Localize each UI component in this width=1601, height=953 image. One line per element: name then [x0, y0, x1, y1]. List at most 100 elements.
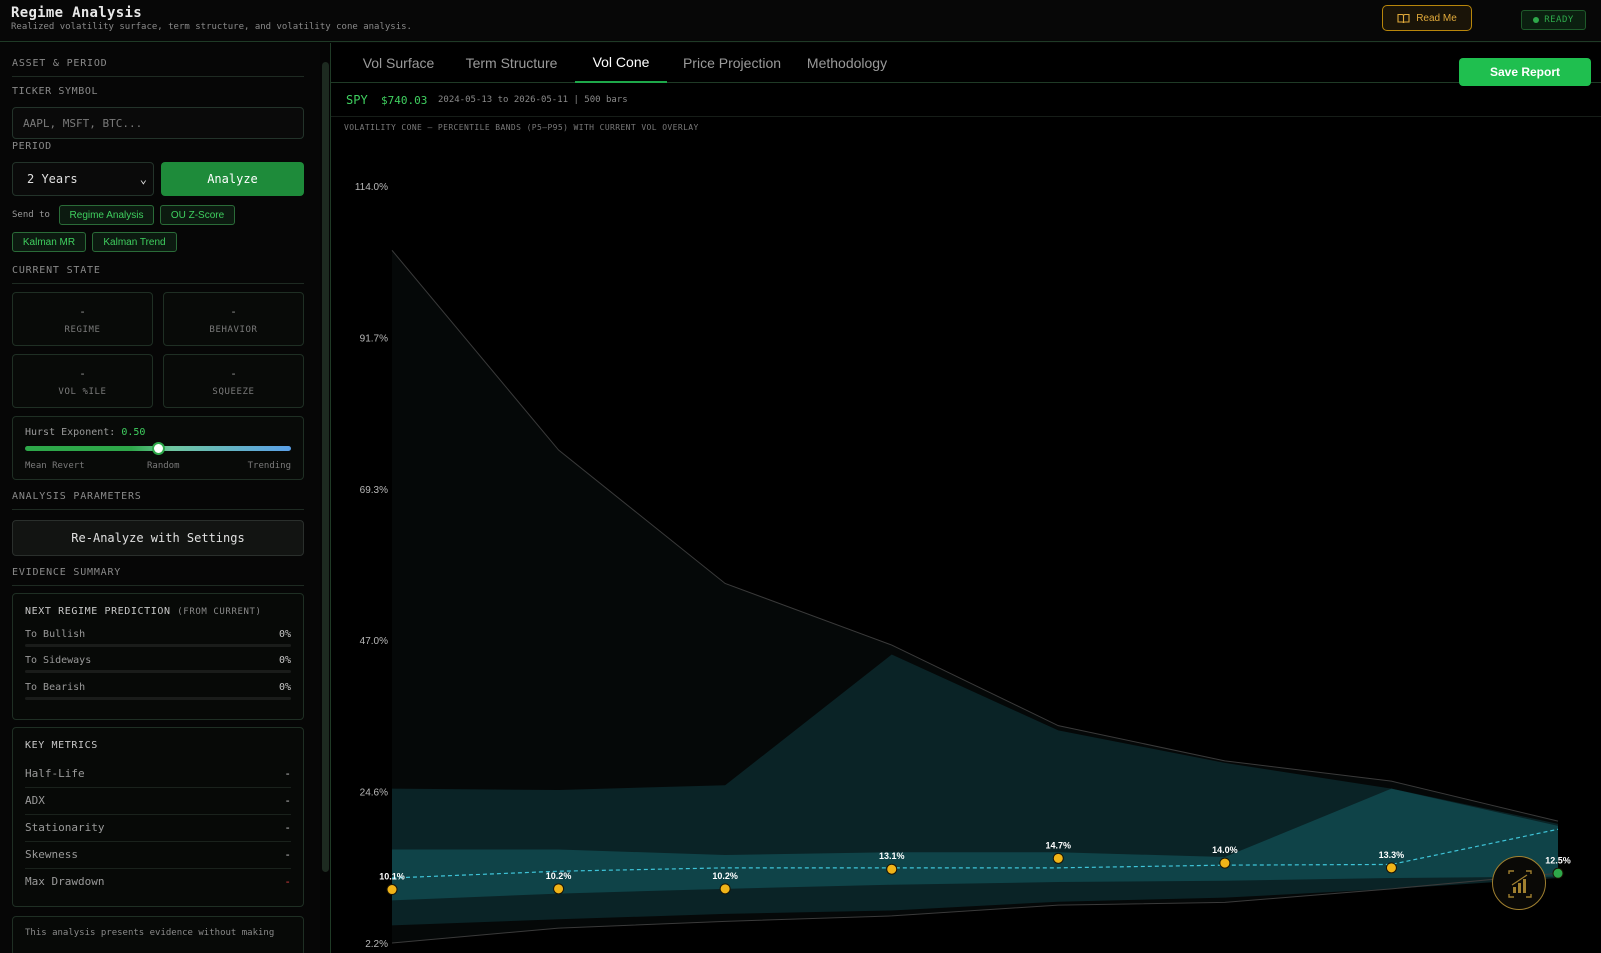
send-to-kalman-mr[interactable]: Kalman MR — [12, 232, 86, 252]
ticker-label: TICKER SYMBOL — [12, 86, 99, 97]
state-value: - — [79, 367, 86, 380]
metric-adx: ADX - — [25, 789, 291, 815]
hurst-scale-mid: Random — [147, 461, 180, 471]
disclaimer-text: This analysis presents evidence without … — [25, 928, 275, 938]
read-me-button[interactable]: Read Me — [1382, 5, 1472, 31]
current-vol-point — [1385, 862, 1397, 874]
tab-price-projection[interactable]: Price Projection — [682, 55, 782, 71]
current-vol-point — [1552, 867, 1564, 879]
chart-logo — [1492, 856, 1546, 910]
band-p25-p75 — [392, 788, 1558, 901]
state-label: VOL %ILE — [58, 387, 107, 397]
hurst-scale-low: Mean Revert — [25, 461, 85, 471]
current-vol-label: 10.2% — [546, 871, 572, 881]
sidebar: ASSET & PERIOD TICKER SYMBOL PERIOD 2 Ye… — [0, 43, 320, 953]
analyze-button[interactable]: Analyze — [161, 162, 304, 196]
tab-bar: Vol Surface Term Structure Vol Cone Pric… — [331, 43, 1601, 83]
divider — [12, 585, 304, 586]
ticker-input[interactable] — [12, 107, 304, 139]
book-icon — [1397, 13, 1410, 23]
read-me-label: Read Me — [1416, 12, 1457, 24]
current-vol-label: 12.5% — [1545, 855, 1571, 865]
divider — [12, 283, 304, 284]
section-evidence-summary: EVIDENCE SUMMARY — [12, 567, 122, 578]
prediction-bar — [25, 670, 291, 673]
hurst-scale-high: Trending — [247, 461, 291, 471]
reanalyze-button[interactable]: Re-Analyze with Settings — [12, 520, 304, 556]
metric-value: - — [284, 875, 291, 888]
current-vol-label: 13.3% — [1379, 850, 1405, 860]
prediction-value: 0% — [278, 655, 291, 666]
section-asset-period: ASSET & PERIOD — [12, 58, 108, 69]
key-metrics-title: KEY METRICS — [25, 740, 98, 751]
app-header: Regime Analysis Realized volatility surf… — [0, 0, 1601, 42]
metric-value: - — [284, 848, 291, 861]
main-panel: Vol Surface Term Structure Vol Cone Pric… — [330, 43, 1601, 953]
period-value: 2 Years — [27, 172, 78, 186]
info-ticker: SPY — [346, 93, 368, 107]
prediction-title: NEXT REGIME PREDICTION (FROM CURRENT) — [25, 606, 262, 617]
tab-methodology[interactable]: Methodology — [806, 55, 888, 71]
prediction-row-bearish: To Bearish 0% — [25, 682, 291, 700]
hurst-label: Hurst Exponent: 0.50 — [25, 427, 145, 438]
current-vol-label: 13.1% — [879, 851, 905, 861]
max-line — [391, 250, 1559, 822]
state-card-regime: - REGIME — [12, 292, 153, 346]
save-report-button[interactable]: Save Report — [1459, 58, 1591, 86]
hurst-slider-knob — [152, 442, 165, 455]
prediction-value: 0% — [278, 682, 291, 693]
current-vol-point — [886, 863, 898, 875]
info-price: $740.03 — [381, 94, 428, 107]
y-tick-label: 69.3% — [360, 485, 388, 496]
state-card-squeeze: - SQUEEZE — [163, 354, 304, 408]
current-vol-point — [553, 883, 565, 895]
divider — [12, 509, 304, 510]
sidebar-scroll-thumb[interactable] — [322, 62, 329, 872]
metric-value: - — [284, 767, 291, 780]
current-vol-label: 14.7% — [1046, 840, 1072, 850]
y-tick-label: 91.7% — [360, 333, 388, 344]
metric-max-drawdown: Max Drawdown - — [25, 870, 291, 896]
y-tick-label: 24.6% — [360, 788, 388, 799]
current-vol-label: 10.1% — [379, 872, 405, 882]
metric-label: Half-Life — [25, 767, 85, 780]
y-tick-label: 114.0% — [355, 182, 388, 193]
state-card-vol-percentile: - VOL %ILE — [12, 354, 153, 408]
tab-term-structure[interactable]: Term Structure — [465, 55, 558, 71]
metric-label: Skewness — [25, 848, 78, 861]
state-label: REGIME — [64, 325, 101, 335]
send-to-regime-analysis[interactable]: Regime Analysis — [59, 205, 154, 225]
state-value: - — [230, 305, 237, 318]
info-bar: SPY $740.03 2024-05-13 to 2026-05-11 | 5… — [331, 84, 1601, 117]
send-to-ou-zscore[interactable]: OU Z-Score — [160, 205, 235, 225]
hurst-card: Hurst Exponent: 0.50 Mean Revert Random … — [12, 416, 304, 480]
send-to-kalman-trend[interactable]: Kalman Trend — [92, 232, 177, 252]
y-tick-label: 47.0% — [360, 636, 388, 647]
sidebar-scrollbar[interactable] — [322, 58, 329, 878]
status-text: READY — [1544, 15, 1574, 25]
metric-half-life: Half-Life - — [25, 762, 291, 788]
prediction-label: To Bearish — [25, 682, 86, 693]
prediction-bar — [25, 644, 291, 647]
prediction-row-sideways: To Sideways 0% — [25, 655, 291, 673]
vol-cone-chart: 114.0%91.7%69.3%47.0%24.6%2.2%5d10d20d30… — [355, 182, 1571, 950]
prediction-bar — [25, 697, 291, 700]
metric-label: Max Drawdown — [25, 875, 105, 888]
current-vol-label: 10.2% — [712, 871, 738, 881]
median-line — [391, 828, 1559, 879]
metric-label: Stationarity — [25, 821, 105, 834]
period-label: PERIOD — [12, 141, 52, 152]
chart-title: VOLATILITY CONE — PERCENTILE BANDS (P5–P… — [344, 123, 699, 132]
key-metrics-box: KEY METRICS Half-Life - ADX - Stationari… — [12, 727, 304, 907]
period-select[interactable]: 2 Years ⌄ — [12, 162, 154, 196]
section-current-state: CURRENT STATE — [12, 265, 101, 276]
current-vol-point — [386, 884, 398, 896]
disclaimer-box: This analysis presents evidence without … — [12, 916, 304, 953]
status-badge: READY — [1521, 10, 1586, 30]
divider — [12, 76, 304, 77]
tab-vol-surface[interactable]: Vol Surface — [362, 55, 435, 71]
prediction-label: To Sideways — [25, 655, 92, 666]
prediction-value: 0% — [278, 629, 291, 640]
tab-vol-cone[interactable]: Vol Cone — [575, 43, 667, 83]
section-analysis-parameters: ANALYSIS PARAMETERS — [12, 491, 142, 502]
